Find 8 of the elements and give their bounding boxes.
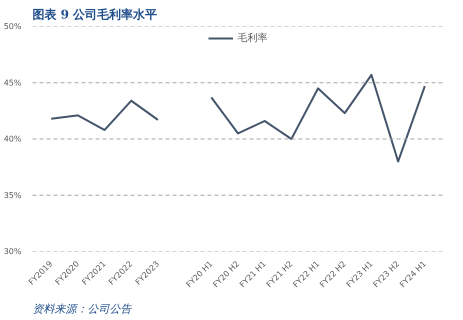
y-tick-label: 35% bbox=[4, 190, 22, 200]
y-tick-label: 50% bbox=[4, 22, 22, 31]
y-tick-label: 30% bbox=[4, 247, 22, 256]
chart-title: 图表 9 公司毛利率水平 bbox=[32, 8, 158, 22]
text: 资料来源：公司公告 bbox=[32, 302, 132, 316]
y-tick-label: 40% bbox=[4, 134, 22, 144]
y-tick-label: 45% bbox=[4, 78, 22, 88]
legend-label: 毛利率 bbox=[238, 32, 268, 45]
